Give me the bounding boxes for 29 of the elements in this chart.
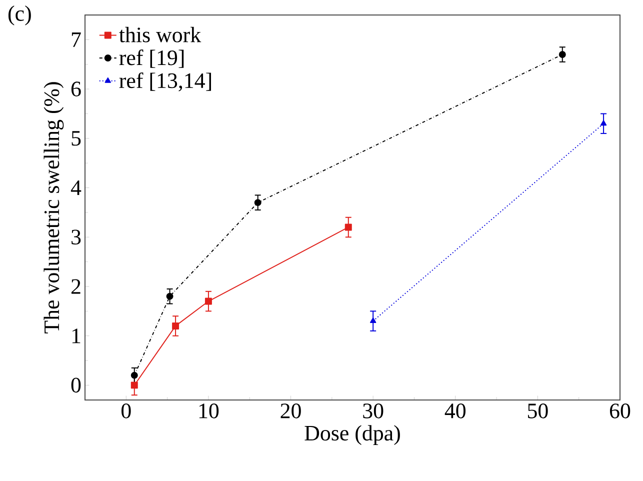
point — [254, 199, 262, 206]
y-axis-title: The volumetric swelling (%) — [44, 82, 64, 334]
point — [172, 322, 180, 330]
point — [204, 298, 212, 305]
point — [166, 292, 174, 300]
x-tick-label: 60 — [610, 404, 630, 418]
point — [344, 224, 352, 231]
legend-label: this work — [119, 26, 202, 42]
legend-label: ref [19] — [119, 50, 184, 68]
y-tick-label: 5 — [72, 131, 81, 146]
x-tick-label: 0 — [122, 404, 131, 418]
legend-label: ref [13,14] — [119, 72, 211, 92]
x-tick-label: 20 — [280, 404, 301, 418]
y-tick-label: 1 — [72, 328, 80, 344]
y-tick-label: 4 — [70, 180, 82, 195]
point — [130, 382, 138, 389]
x-tick-label: 40 — [444, 404, 466, 418]
y-tick-label: 0 — [71, 378, 81, 393]
y-tick-label: 3 — [72, 230, 81, 244]
x-tick-label: 10 — [199, 404, 219, 418]
y-tick-label: 7 — [72, 32, 81, 47]
text: (c) — [8, 6, 31, 26]
point — [558, 50, 566, 58]
y-tick-label: 2 — [71, 279, 80, 294]
y-tick-label: 6 — [71, 82, 81, 96]
point — [130, 372, 138, 379]
x-tick-label: 50 — [528, 404, 548, 418]
x-axis-title: Dose (dpa) — [304, 425, 400, 446]
x-tick-label: 30 — [363, 404, 384, 418]
